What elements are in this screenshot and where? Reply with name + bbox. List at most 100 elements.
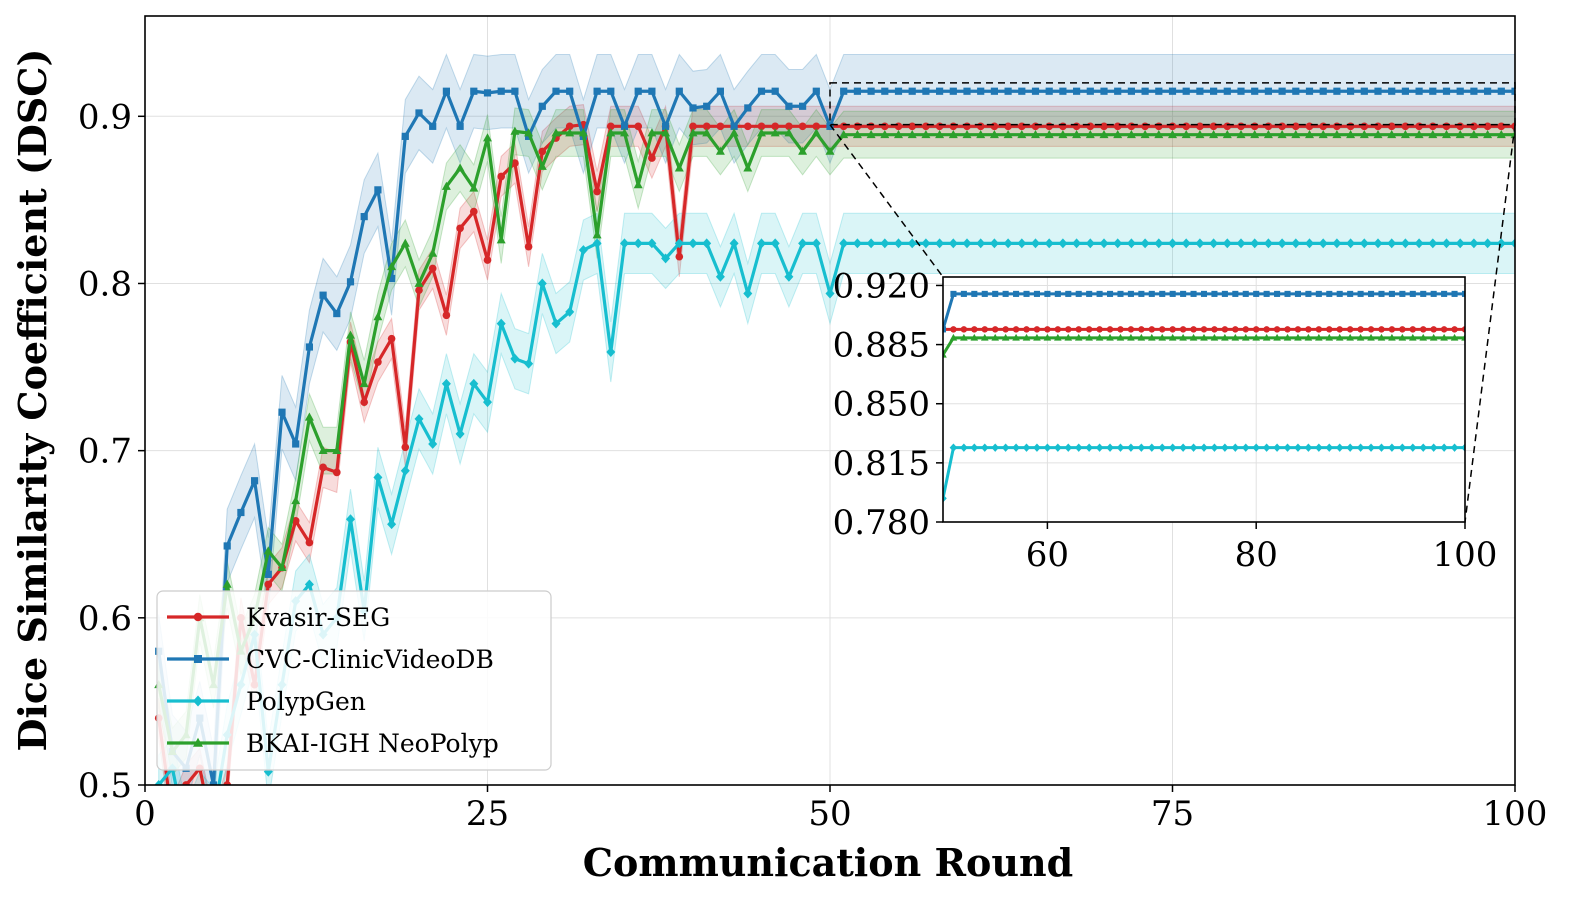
inset-series-layer — [943, 290, 1465, 503]
data-point — [1169, 326, 1176, 333]
data-point — [1181, 129, 1191, 139]
series-cvc-clinicvideodb — [155, 87, 1515, 785]
data-point — [1469, 129, 1479, 139]
data-point — [1319, 87, 1327, 95]
data-point — [360, 398, 369, 406]
data-point — [1148, 443, 1156, 452]
data-point — [949, 333, 958, 341]
data-point — [825, 288, 835, 299]
x-tick-label: 100 — [1483, 794, 1548, 834]
data-point — [1222, 129, 1232, 139]
data-point — [1483, 129, 1493, 139]
data-point — [333, 309, 341, 318]
data-point — [1284, 326, 1291, 333]
data-point — [1154, 238, 1164, 249]
data-point — [648, 154, 656, 162]
series-line — [157, 241, 1515, 785]
data-point — [880, 129, 890, 139]
inset-x-tick-label: 100 — [1433, 535, 1498, 575]
data-point — [976, 129, 986, 139]
data-point — [1263, 238, 1273, 249]
data-point — [1065, 326, 1072, 333]
inset-background — [943, 277, 1465, 522]
data-point — [1335, 443, 1344, 452]
data-point — [1033, 333, 1041, 341]
data-point — [1430, 326, 1437, 333]
data-point — [278, 408, 286, 416]
data-point — [702, 128, 712, 137]
data-point — [989, 129, 999, 139]
confidence-band — [158, 107, 1515, 777]
data-point — [757, 122, 766, 131]
data-point — [1360, 122, 1369, 131]
data-point — [1127, 87, 1135, 95]
series-line — [157, 129, 1515, 754]
y-tick-label: 0.7 — [78, 432, 132, 472]
data-point — [1044, 238, 1054, 249]
data-point — [935, 238, 945, 249]
data-point — [1253, 290, 1260, 297]
data-point — [1127, 326, 1135, 333]
inset-y-tick-label: 0.850 — [833, 385, 930, 425]
data-point — [960, 326, 968, 333]
data-point — [1031, 238, 1040, 249]
data-point — [1085, 333, 1093, 341]
data-point — [304, 412, 314, 421]
legend-label: CVC-ClinicVideoDB — [246, 645, 494, 674]
data-point — [496, 235, 506, 244]
data-point — [1196, 87, 1204, 95]
data-point — [785, 122, 793, 131]
data-point — [1141, 122, 1149, 131]
data-point — [1388, 326, 1396, 333]
data-point — [962, 129, 972, 139]
data-point — [1357, 290, 1364, 297]
data-point — [1072, 238, 1082, 249]
data-point — [1367, 326, 1375, 333]
data-point — [980, 443, 989, 452]
data-point — [1455, 129, 1465, 139]
data-point — [1273, 443, 1281, 452]
data-point — [825, 146, 835, 155]
data-point — [921, 129, 931, 139]
data-point — [1148, 290, 1155, 297]
data-point — [1284, 290, 1291, 297]
data-point — [970, 443, 979, 452]
data-point — [193, 612, 203, 622]
data-point — [1332, 238, 1342, 249]
data-point — [757, 128, 766, 137]
data-point — [853, 87, 861, 95]
zoom-connector-line — [829, 124, 944, 278]
data-point — [1398, 333, 1407, 341]
data-point — [1148, 326, 1156, 333]
data-point — [1182, 122, 1191, 131]
data-point — [1283, 333, 1292, 341]
data-point — [483, 256, 492, 264]
data-point — [1273, 326, 1281, 333]
data-point — [1033, 443, 1041, 452]
zoom-connector-line — [1464, 124, 1516, 523]
data-point — [565, 306, 575, 317]
data-point — [1116, 443, 1125, 452]
data-point — [1305, 129, 1314, 139]
data-point — [1359, 238, 1369, 249]
data-point — [1262, 443, 1271, 452]
data-point — [943, 494, 947, 503]
legend-label: BKAI-IGH NeoPolyp — [246, 729, 499, 758]
data-point — [1004, 87, 1012, 95]
data-point — [1359, 129, 1369, 139]
data-point — [1085, 443, 1093, 452]
data-point — [1319, 122, 1328, 131]
data-point — [1455, 238, 1465, 249]
data-point — [1154, 129, 1164, 139]
data-point — [1189, 333, 1198, 341]
data-point — [1461, 326, 1465, 333]
data-point — [1022, 443, 1031, 452]
data-point — [634, 87, 642, 95]
data-point — [977, 87, 985, 95]
inset-series-polypgen — [943, 443, 1465, 503]
data-point — [1450, 333, 1459, 341]
data-point — [593, 87, 601, 95]
data-point — [1017, 238, 1027, 249]
data-point — [894, 122, 903, 131]
data-point — [1054, 290, 1061, 297]
